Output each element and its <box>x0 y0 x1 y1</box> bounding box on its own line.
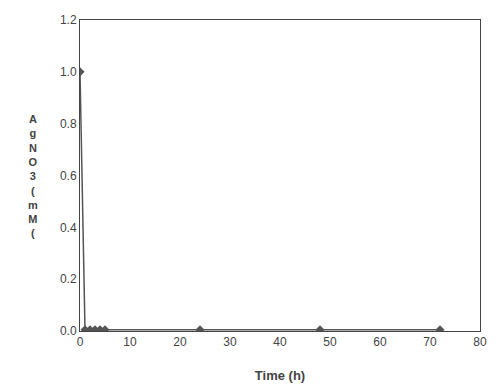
svg-text:0.6: 0.6 <box>60 169 77 183</box>
svg-text:1.2: 1.2 <box>60 13 77 27</box>
svg-text:1.0: 1.0 <box>60 65 77 79</box>
svg-text:40: 40 <box>273 335 287 349</box>
svg-text:50: 50 <box>323 335 337 349</box>
svg-text:0.2: 0.2 <box>60 272 77 286</box>
svg-text:0.8: 0.8 <box>60 117 77 131</box>
svg-text:30: 30 <box>223 335 237 349</box>
svg-text:0: 0 <box>77 335 84 349</box>
svg-text:Time (h): Time (h) <box>255 368 305 383</box>
svg-text:80: 80 <box>473 335 487 349</box>
svg-text:10: 10 <box>123 335 137 349</box>
svg-text:20: 20 <box>173 335 187 349</box>
svg-text:60: 60 <box>373 335 387 349</box>
svg-text:AgNO3(mM(: AgNO3(mM( <box>28 113 38 239</box>
svg-text:0.4: 0.4 <box>60 221 77 235</box>
svg-text:0.0: 0.0 <box>60 324 77 338</box>
svg-text:70: 70 <box>423 335 437 349</box>
